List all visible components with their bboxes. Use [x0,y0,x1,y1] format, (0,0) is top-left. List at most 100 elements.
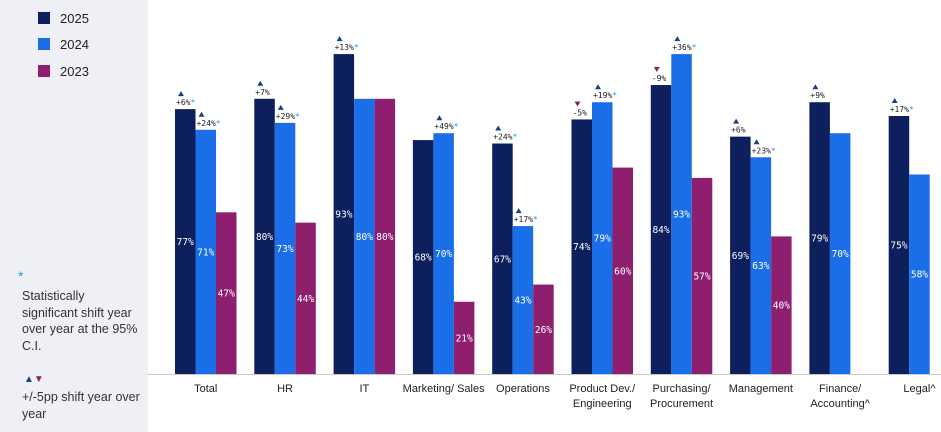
change-label-2-0: +13%* [335,43,359,52]
category-label-7: Management [729,383,793,395]
bar-value-label-2024-6: 93% [673,210,690,221]
change-label-5-0: -5% [573,108,588,117]
bar-value-label-2024-7: 63% [752,261,769,272]
shift-arrow-icon-4-1 [515,208,522,214]
bar-2023-7 [771,236,792,374]
bar-2025-3 [412,140,434,374]
shift-arrow-icon-0-0 [178,91,184,97]
bar-2024-4 [512,226,534,374]
bar-2024-1 [274,122,296,374]
change-label-9-0: +17%* [890,105,914,114]
legend-label-2024: 2024 [60,36,89,52]
bar-value-label-2023-6: 57% [693,271,710,282]
change-label-1-1: +29%* [276,112,300,121]
legend-item-2024: 2024 [38,36,89,52]
legend-panel: 2025 2024 2023 * Statistically significa… [0,0,148,432]
bar-value-label-2025-4: 67% [494,254,511,265]
change-label-7-1: +23%* [752,146,776,155]
bar-chart: 77% 80%93%68% 67%74%84%69%79%75%71% 73%80%7… [148,36,941,410]
bar-value-label-2025-3: 68% [415,253,432,264]
bar-2025-6 [650,85,672,374]
shift-arrow-icon-4-0 [495,125,502,131]
bar-value-label-2024-0: 71% [197,247,214,258]
category-label-2: IT [359,383,369,395]
category-label-5: Product Dev./Engineering [569,383,636,410]
shift-arrow-icon-6-0 [653,67,660,73]
bar-value-label-2024-9: 58% [911,270,928,281]
bar-2023-6 [691,177,713,374]
shift-arrow-icon-7-0 [733,118,740,124]
category-label-4: Operations [496,383,550,395]
bar-value-label-2024-4: 43% [514,296,531,307]
bar-value-label-2023-0: 47% [218,289,235,300]
bar-value-label-2025-8: 79% [811,234,828,245]
legend-swatch-2024 [38,38,50,50]
change-label-0-1: +24%* [197,119,221,128]
bar-value-label-2023-4: 26% [535,325,552,336]
change-label-3-1: +49%* [434,122,458,131]
change-label-6-1: +36%* [672,43,696,52]
bar-2025-1 [254,98,275,375]
bar-value-label-2024-3: 70% [435,249,452,260]
shift-arrow-icon-1-1 [277,104,284,110]
bar-2023-3 [453,301,475,374]
bar-value-label-2025-5: 74% [573,242,590,253]
shift-arrow-icon-8-0 [812,84,819,90]
bar-2025-8 [809,102,830,375]
change-label-0-0: +6%* [176,98,195,107]
shift-arrow-icon-5-1 [595,84,601,90]
shift-down-icon: ▼ [33,374,44,385]
significance-note: Statistically significant shift year ove… [22,289,138,353]
bar-value-label-2024-2: 80% [356,232,373,243]
change-label-4-1: +17%* [514,215,538,224]
bar-2024-6 [671,54,692,375]
bar-value-label-2023-2: 80% [376,232,393,243]
shift-arrow-icon-2-0 [336,36,343,42]
bar-2025-0 [175,109,196,375]
legend-label-2023: 2023 [60,63,89,79]
bar-value-label-2023-7: 40% [773,301,790,312]
change-label-1-0: +7% [255,88,270,97]
change-label-6-0: -9% [652,74,667,83]
bar-value-label-2025-0: 77% [177,237,194,248]
bar-2024-7 [750,157,772,374]
bar-value-label-2023-3: 21% [456,333,473,344]
category-label-3: Marketing/ Sales [403,383,485,395]
bar-2023-2 [374,98,396,375]
change-label-4-0: +24%* [493,133,517,142]
bar-2023-0 [216,212,237,374]
shift-arrow-icon-6-1 [674,36,681,42]
bar-value-label-2025-1: 80% [256,232,273,243]
bar-value-label-2025-7: 69% [732,251,749,262]
shift-arrow-icon-1-0 [257,80,264,86]
bar-value-label-2025-2: 93% [335,210,352,221]
bar-2025-4 [492,143,513,374]
bar-2025-2 [333,54,355,375]
shift-arrow-icon-9-0 [891,98,898,103]
shift-up-icon: ▲ [24,374,34,385]
significance-star-icon: * [18,268,24,284]
bar-value-label-2024-5: 79% [594,234,611,245]
bar-2024-9 [909,174,930,374]
bar-2024-3 [433,133,454,374]
bar-2025-9 [888,116,910,374]
shift-note: +/-5pp shift year over year [22,390,140,421]
change-label-5-1: +19%* [593,91,617,100]
bar-2023-5 [612,167,633,374]
change-label-8-0: +9% [810,91,825,100]
shift-arrows-icon: ▲▼ [24,375,44,385]
category-label-0: Total [194,383,217,395]
bar-2025-7 [730,136,751,374]
change-label-7-0: +6% [731,126,746,135]
legend-swatch-2025 [38,12,50,24]
bar-2025-5 [571,119,592,374]
legend-item-2023: 2023 [38,63,89,79]
category-label-6: Purchasing/Procurement [650,383,713,410]
bar-2024-0 [195,129,216,374]
category-label-8: Finance/Accounting^ [810,383,870,410]
bar-value-label-2025-6: 84% [652,225,669,236]
bar-value-label-2025-9: 75% [890,241,907,252]
category-label-1: HR [277,383,293,395]
bar-2024-8 [829,133,851,374]
bar-2024-5 [592,102,613,375]
